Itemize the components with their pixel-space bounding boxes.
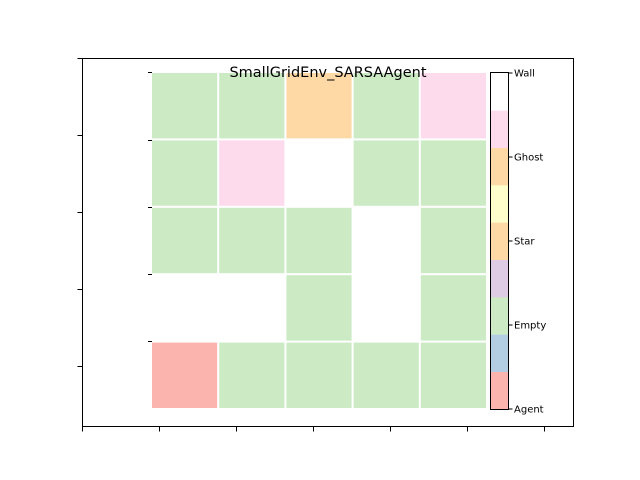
grid-cells xyxy=(152,73,486,408)
grid-cell-empty xyxy=(152,140,218,206)
colorbar-segment xyxy=(491,110,508,148)
inner-grid-ticks xyxy=(148,72,152,342)
grid-cell-empty xyxy=(152,73,218,139)
colorbar-label-ghost: Ghost xyxy=(514,153,543,164)
grid-cell-empty xyxy=(219,73,285,139)
grid-cell-ghost xyxy=(219,140,285,206)
main-axes-frame xyxy=(82,58,574,427)
grid-cell-wall xyxy=(353,207,419,274)
grid-cell-star xyxy=(286,73,352,139)
grid-cell-empty xyxy=(353,140,419,206)
grid-cell-wall xyxy=(219,275,285,341)
grid-cell-ghost xyxy=(420,73,486,139)
grid-cell-empty xyxy=(420,207,486,274)
colorbar-segment xyxy=(491,185,508,223)
colorbar-segment xyxy=(491,73,508,111)
grid-cell-wall xyxy=(286,140,352,206)
grid-cell-empty xyxy=(219,342,285,408)
colorbar-label-star: Star xyxy=(514,237,535,248)
colorbar-segment xyxy=(491,147,508,186)
colorbar-label-agent: Agent xyxy=(514,405,544,416)
grid-cell-empty xyxy=(219,207,285,274)
grid-cell-empty xyxy=(286,207,352,274)
grid-cell-wall xyxy=(152,275,218,341)
left-axis-ticks xyxy=(77,58,83,367)
colorbar xyxy=(491,73,508,410)
grid-cell-empty xyxy=(286,275,352,341)
colorbar-segment xyxy=(491,222,508,260)
colorbar-segment xyxy=(491,371,508,410)
grid-cell-empty xyxy=(420,275,486,341)
grid-cell-empty xyxy=(353,73,419,139)
grid-cell-wall xyxy=(353,275,419,341)
colorbar-label-wall: Wall xyxy=(514,69,535,80)
colorbar-segment xyxy=(491,297,508,335)
colorbar-segment xyxy=(491,334,508,372)
colorbar-segment xyxy=(491,259,508,298)
colorbar-label-empty: Empty xyxy=(514,321,546,332)
grid-cell-empty xyxy=(353,342,419,408)
chart-title: SmallGridEnv_SARSAAgent xyxy=(229,65,426,81)
colorbar-labels: Agent Empty Star Ghost Wall xyxy=(508,69,546,416)
bottom-axis-ticks xyxy=(82,426,545,432)
grid-cell-empty xyxy=(286,342,352,408)
grid-cell-agent xyxy=(152,342,218,408)
grid-cell-empty xyxy=(420,140,486,206)
grid-cell-empty xyxy=(152,207,218,274)
grid-cell-empty xyxy=(420,342,486,408)
